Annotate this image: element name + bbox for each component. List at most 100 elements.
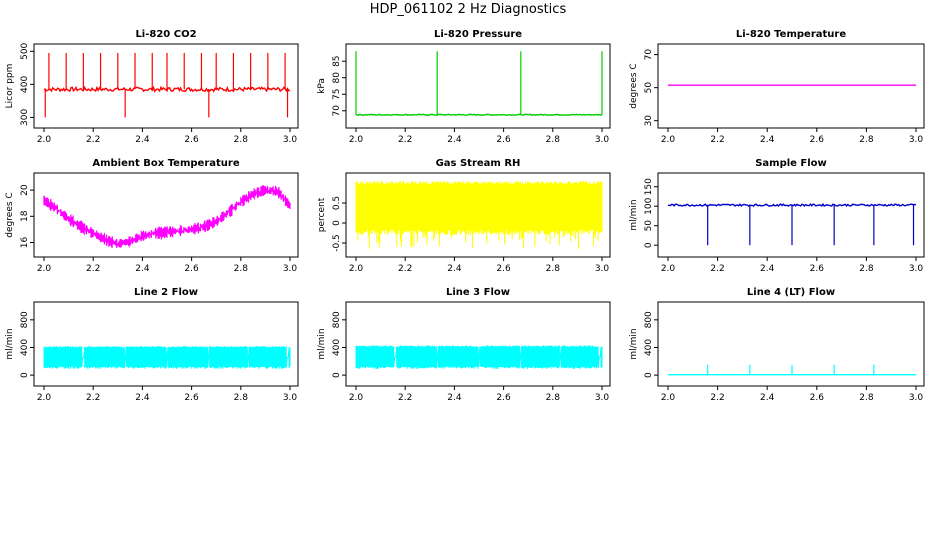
x-tick-label: 2.6 (810, 393, 825, 403)
x-tick-label: 2.0 (37, 393, 52, 403)
x-tick-label: 2.0 (37, 135, 52, 145)
x-tick-label: 2.6 (810, 135, 825, 145)
y-tick-label: 50 (644, 220, 654, 232)
chart-title: Ambient Box Temperature (92, 158, 239, 169)
x-tick-label: 2.8 (859, 264, 874, 274)
y-tick-label: 100 (644, 197, 654, 214)
x-tick-label: 2.0 (661, 393, 676, 403)
plot-frame (345, 43, 611, 129)
x-tick-label: 2.4 (760, 393, 775, 403)
y-tick-label: 70 (332, 105, 342, 117)
chart-panel: Line 3 Flow ml/min 2.0 2.2 2.4 2.6 2.8 3.0 0 400 8… (317, 287, 611, 403)
y-tick-label: -0.5 (332, 234, 342, 252)
x-tick-label: 2.0 (349, 264, 364, 274)
series-line (355, 180, 603, 250)
x-tick-label: 2.8 (859, 393, 874, 403)
y-tick-label: 20 (20, 184, 30, 196)
y-tick-label: 70 (644, 49, 654, 61)
chart-title: Line 3 Flow (446, 287, 510, 298)
chart-title: Li-820 Temperature (736, 29, 846, 40)
x-tick-label: 3.0 (283, 264, 298, 274)
plot-frame (33, 172, 299, 258)
x-tick-label: 2.0 (37, 264, 52, 274)
x-tick-label: 2.6 (184, 135, 199, 145)
chart-title: Gas Stream RH (436, 158, 521, 169)
y-axis-label: ml/min (629, 199, 639, 230)
y-tick-label: 500 (20, 42, 30, 59)
chart-panel: Ambient Box Temperature degrees C 2.0 2.2 2.… (5, 158, 299, 274)
y-tick-label: 800 (332, 311, 342, 328)
x-tick-label: 2.2 (398, 135, 412, 145)
x-tick-label: 3.0 (909, 135, 924, 145)
x-tick-label: 2.4 (135, 393, 150, 403)
plot-frame (657, 301, 925, 387)
x-tick-label: 2.6 (496, 135, 511, 145)
x-tick-label: 2.2 (710, 135, 724, 145)
x-tick-label: 2.8 (546, 135, 561, 145)
y-tick-label: 0 (644, 372, 654, 378)
chart-panel: Gas Stream RH percent 2.0 2.2 2.4 2.6 2.8 3.0 -0… (317, 158, 611, 274)
x-tick-label: 2.8 (859, 135, 874, 145)
y-axis-label: degrees C (5, 192, 15, 237)
x-tick-label: 3.0 (283, 393, 298, 403)
x-tick-label: 2.0 (349, 393, 364, 403)
x-tick-label: 3.0 (909, 264, 924, 274)
plot-frame (345, 172, 611, 258)
chart-title: Li-820 Pressure (434, 29, 522, 40)
y-tick-label: 300 (20, 109, 30, 126)
y-tick-label: 800 (20, 311, 30, 328)
x-tick-label: 2.2 (86, 393, 100, 403)
y-axis-label: ml/min (317, 328, 327, 359)
x-tick-label: 2.6 (810, 264, 825, 274)
x-tick-label: 2.4 (135, 264, 150, 274)
chart-panel: Line 2 Flow ml/min 2.0 2.2 2.4 2.6 2.8 3.0 0 400 8… (5, 287, 299, 403)
y-tick-label: 0.5 (332, 196, 342, 210)
y-axis-label: degrees C (629, 63, 639, 108)
x-tick-label: 2.4 (760, 135, 775, 145)
y-tick-label: 30 (644, 115, 654, 127)
chart-panel: Li-820 CO2 Licor ppm 2.0 2.2 2.4 2.6 2.8 3.0 300… (5, 29, 299, 145)
x-tick-label: 3.0 (595, 264, 610, 274)
x-tick-label: 2.8 (234, 264, 249, 274)
y-tick-label: 400 (20, 339, 30, 356)
x-tick-label: 2.0 (661, 135, 676, 145)
series-line (355, 345, 603, 369)
x-tick-label: 2.8 (546, 393, 561, 403)
y-tick-label: 400 (20, 75, 30, 92)
x-tick-label: 2.4 (760, 264, 775, 274)
x-tick-label: 2.4 (447, 393, 462, 403)
x-tick-label: 2.6 (496, 393, 511, 403)
x-tick-label: 2.2 (710, 264, 724, 274)
y-tick-label: 0 (20, 372, 30, 378)
y-tick-label: 0 (332, 220, 342, 226)
x-tick-label: 2.8 (234, 135, 249, 145)
chart-title: Sample Flow (755, 158, 827, 169)
y-tick-label: 0 (332, 372, 342, 378)
y-tick-label: 800 (644, 311, 654, 328)
y-tick-label: 150 (644, 178, 654, 195)
y-axis-label: ml/min (5, 328, 15, 359)
x-tick-label: 3.0 (595, 135, 610, 145)
x-tick-label: 2.0 (661, 264, 676, 274)
plot-frame (33, 301, 299, 387)
series-line (355, 113, 603, 116)
x-tick-label: 3.0 (283, 135, 298, 145)
y-axis-label: percent (317, 197, 327, 232)
x-tick-label: 2.2 (86, 264, 100, 274)
y-tick-label: 50 (644, 82, 654, 94)
x-tick-label: 3.0 (595, 393, 610, 403)
plot-frame (345, 301, 611, 387)
plot-frame (33, 43, 299, 129)
x-tick-label: 2.4 (447, 264, 462, 274)
chart-title: Li-820 CO2 (135, 29, 196, 40)
y-tick-label: 75 (332, 89, 342, 100)
y-axis-label: kPa (317, 78, 327, 94)
y-tick-label: 80 (332, 72, 342, 84)
y-axis-label: ml/min (629, 328, 639, 359)
chart-title: Line 2 Flow (134, 287, 198, 298)
x-tick-label: 2.8 (546, 264, 561, 274)
chart-panel: Line 4 (LT) Flow ml/min 2.0 2.2 2.4 2.6 2.8 3.0… (629, 287, 925, 403)
series-line (43, 85, 291, 93)
plot-frame (657, 43, 925, 129)
